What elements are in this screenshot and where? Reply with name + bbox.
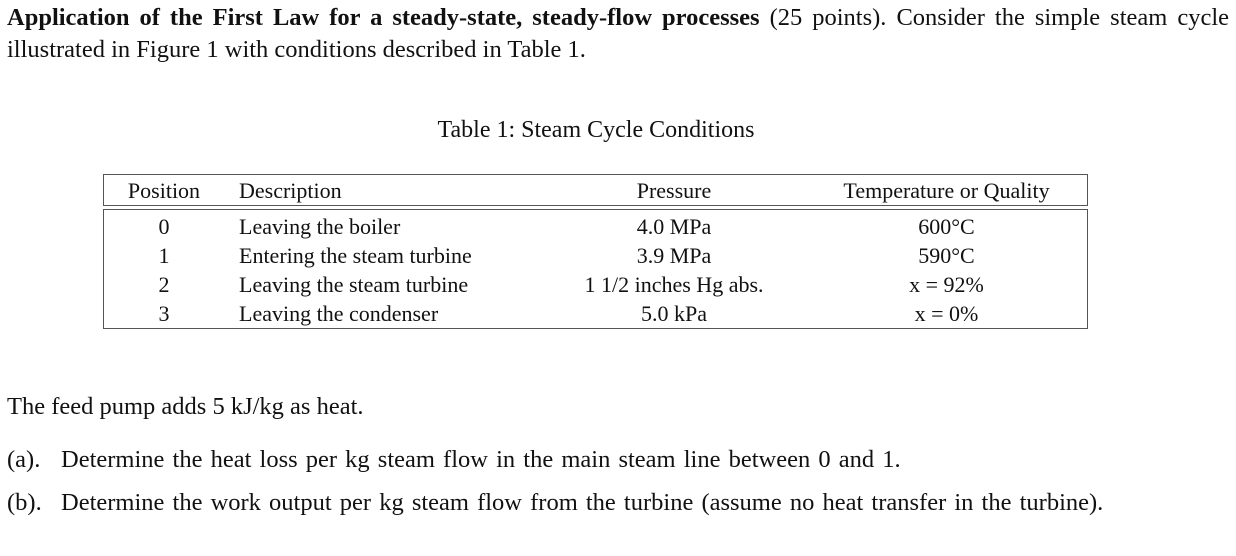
table-row-1-position: 1	[158, 243, 170, 268]
header-pressure: Pressure	[636, 178, 712, 203]
question-a: (a). Determine the heat loss per kg stea…	[7, 444, 1229, 476]
table-row-2-quality: x = 92%	[909, 272, 984, 297]
table-row-2-pressure: 1 1/2 inches Hg abs.	[584, 272, 764, 297]
table-row-0-pressure: 4.0 MPa	[636, 214, 712, 239]
feed-pump-note: The feed pump adds 5 kJ/kg as heat.	[7, 393, 364, 420]
table-row-3-quality: x = 0%	[914, 301, 979, 326]
question-b-text: Determine the work output per kg steam f…	[61, 489, 1104, 516]
question-b-label: (b).	[7, 489, 42, 516]
header-position: Position	[127, 178, 201, 203]
table-row-1-temperature: 590°C	[918, 243, 975, 268]
steam-cycle-table: Position Description Pressure Temperatur…	[103, 174, 1088, 329]
problem-points: (25 points).	[759, 4, 887, 31]
problem-intro: Application of the First Law for a stead…	[7, 2, 1229, 66]
table-row-0-description: Leaving the boiler	[239, 214, 401, 239]
problem-intro-text: Consider the simple steam cycle illustra…	[7, 4, 1229, 63]
table-header: Position Description Pressure Temperatur…	[103, 174, 1088, 206]
table-row-3-description: Leaving the condenser	[239, 301, 439, 326]
question-a-label: (a).	[7, 446, 41, 473]
table-row-3-position: 3	[158, 301, 170, 326]
header-description: Description	[239, 178, 342, 203]
table-row-1-description: Entering the steam turbine	[239, 243, 472, 268]
table-body: 0 Leaving the boiler 4.0 MPa 600°C 1 Ent…	[103, 209, 1088, 329]
question-a-text: Determine the heat loss per kg steam flo…	[61, 446, 901, 473]
table-row-2-position: 2	[158, 272, 170, 297]
table-row-0-temperature: 600°C	[918, 214, 975, 239]
problem-title: Application of the First Law for a stead…	[7, 4, 760, 31]
table-row-0-position: 0	[158, 214, 170, 239]
table-row-2-description: Leaving the steam turbine	[239, 272, 469, 297]
table-row-3-pressure: 5.0 kPa	[641, 301, 707, 326]
table-row-1-pressure: 3.9 MPa	[636, 243, 712, 268]
header-temperature-or-quality: Temperature or Quality	[843, 178, 1050, 203]
table-caption: Table 1: Steam Cycle Conditions	[437, 117, 755, 143]
question-b: (b). Determine the work output per kg st…	[7, 487, 1229, 519]
